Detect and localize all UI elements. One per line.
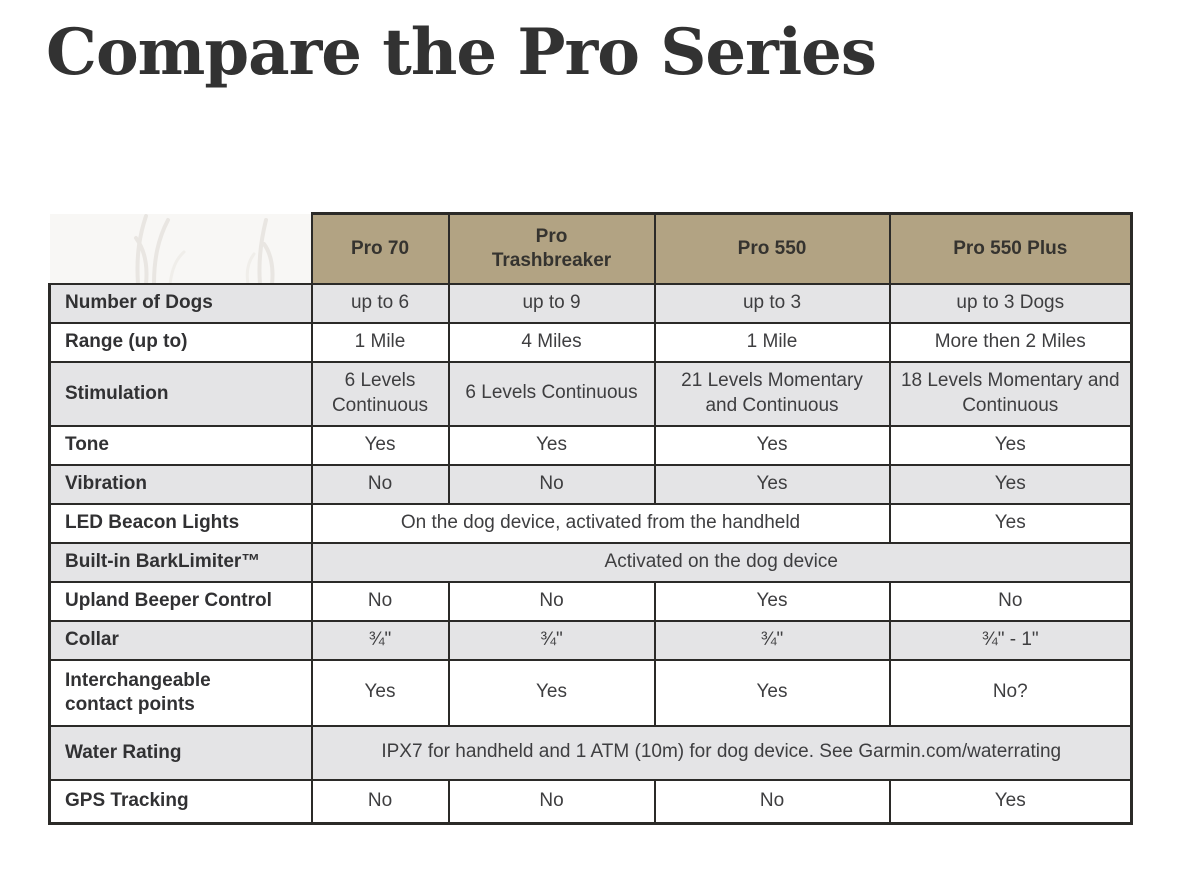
table-row-led-beacon-lights: LED Beacon Lights On the dog device, act…	[48, 502, 1133, 544]
cell-value: No	[888, 580, 1133, 622]
table-row-barklimiter: Built-in BarkLimiter™ Activated on the d…	[48, 541, 1133, 583]
cell-value: 1 Mile	[310, 321, 450, 363]
cell-value: No	[310, 778, 450, 825]
column-header-pro-550: Pro 550	[653, 212, 891, 285]
cell-value: No	[447, 778, 656, 825]
cell-value: ¾" - 1"	[888, 619, 1133, 661]
row-label: Water Rating	[48, 724, 313, 781]
cell-value: 1 Mile	[653, 321, 891, 363]
column-header-pro-550-plus: Pro 550 Plus	[888, 212, 1133, 285]
table-row-tone: Tone Yes Yes Yes Yes	[48, 424, 1133, 466]
table-row-number-of-dogs: Number of Dogs up to 6 up to 9 up to 3 u…	[48, 282, 1133, 324]
pro-series-comparison-table: Pro 70 Pro Trashbreaker Pro 550 Pro 550 …	[48, 212, 1133, 825]
row-label: Built-in BarkLimiter™	[48, 541, 313, 583]
cell-value: Yes	[653, 424, 891, 466]
cell-value: Yes	[888, 424, 1133, 466]
row-label: Stimulation	[48, 360, 313, 427]
cell-value: Yes	[310, 424, 450, 466]
cell-value: Yes	[888, 502, 1133, 544]
header-spacer-cell	[49, 213, 312, 284]
cell-value: 18 Levels Momentary and Continuous	[888, 360, 1133, 427]
cell-value: ¾"	[653, 619, 891, 661]
table-row-water-rating: Water Rating IPX7 for handheld and 1 ATM…	[48, 724, 1133, 781]
cell-value: Yes	[653, 580, 891, 622]
cell-value: up to 3 Dogs	[888, 282, 1133, 324]
table-row-range: Range (up to) 1 Mile 4 Miles 1 Mile More…	[48, 321, 1133, 363]
table-row-gps-tracking: GPS Tracking No No No Yes	[48, 778, 1133, 825]
row-label: Interchangeable contact points	[48, 658, 313, 727]
cell-value: 4 Miles	[447, 321, 656, 363]
cell-value: 21 Levels Momentary and Continuous	[653, 360, 891, 427]
row-label: LED Beacon Lights	[48, 502, 313, 544]
cell-value: up to 3	[653, 282, 891, 324]
cell-value: 6 Levels Continuous	[447, 360, 656, 427]
cell-value: up to 6	[310, 282, 450, 324]
table-row-upland-beeper-control: Upland Beeper Control No No Yes No	[48, 580, 1133, 622]
column-header-pro-70: Pro 70	[310, 212, 450, 285]
cell-value: No?	[888, 658, 1133, 727]
cell-value: Yes	[888, 778, 1133, 825]
cell-value: More then 2 Miles	[888, 321, 1133, 363]
row-label: GPS Tracking	[48, 778, 313, 825]
cell-value: No	[447, 463, 656, 505]
cell-value: No	[653, 778, 891, 825]
table-row-collar: Collar ¾" ¾" ¾" ¾" - 1"	[48, 619, 1133, 661]
cell-value: 6 Levels Continuous	[310, 360, 450, 427]
cell-value: Yes	[653, 463, 891, 505]
cell-value: Yes	[653, 658, 891, 727]
cell-value-spanning: IPX7 for handheld and 1 ATM (10m) for do…	[310, 724, 1133, 781]
cell-value-spanning: On the dog device, activated from the ha…	[310, 502, 891, 544]
cell-value: Yes	[888, 463, 1133, 505]
cell-value: Yes	[310, 658, 450, 727]
cell-value: up to 9	[447, 282, 656, 324]
cell-value: No	[310, 463, 450, 505]
cell-value-spanning: Activated on the dog device	[310, 541, 1133, 583]
page-title: Compare the Pro Series	[46, 15, 877, 90]
cell-value: No	[447, 580, 656, 622]
row-label: Range (up to)	[48, 321, 313, 363]
row-label: Collar	[48, 619, 313, 661]
row-label: Tone	[48, 424, 313, 466]
row-label: Upland Beeper Control	[48, 580, 313, 622]
column-header-pro-trashbreaker: Pro Trashbreaker	[447, 212, 656, 285]
cell-value: No	[310, 580, 450, 622]
cell-value: Yes	[447, 424, 656, 466]
table-row-stimulation: Stimulation 6 Levels Continuous 6 Levels…	[48, 360, 1133, 427]
table-row-interchangeable-contact-points: Interchangeable contact points Yes Yes Y…	[48, 658, 1133, 727]
header-row: Pro 70 Pro Trashbreaker Pro 550 Pro 550 …	[49, 212, 1133, 285]
table-row-vibration: Vibration No No Yes Yes	[48, 463, 1133, 505]
watermark-grass	[133, 213, 274, 284]
row-label: Number of Dogs	[48, 282, 313, 324]
cell-value: Yes	[447, 658, 656, 727]
cell-value: ¾"	[310, 619, 450, 661]
row-label: Vibration	[48, 463, 313, 505]
cell-value: ¾"	[447, 619, 656, 661]
